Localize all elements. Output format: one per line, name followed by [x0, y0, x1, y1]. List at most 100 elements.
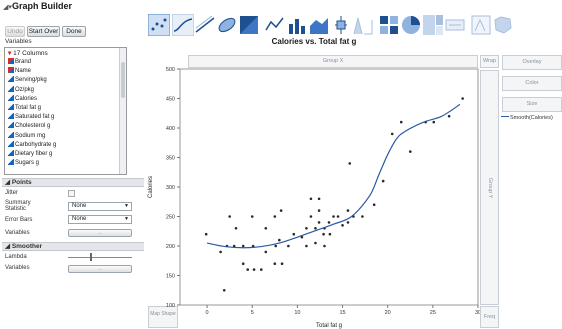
slider-handle[interactable] — [89, 253, 92, 261]
pie-icon[interactable] — [400, 14, 422, 36]
data-point — [348, 162, 352, 165]
y-axis-label[interactable]: Calories — [148, 176, 154, 198]
data-point — [292, 232, 296, 236]
map-shape-icon[interactable] — [492, 14, 514, 36]
data-point — [241, 262, 245, 265]
plot-frame — [179, 68, 479, 306]
data-point — [246, 268, 250, 271]
jitter-label: Jitter — [5, 190, 19, 196]
column-item[interactable]: Oz/pkg — [8, 85, 35, 94]
bar-icon[interactable] — [286, 14, 308, 36]
data-point — [273, 262, 277, 265]
column-item[interactable]: Total fat g — [8, 104, 41, 112]
column-name: Brand — [15, 59, 32, 65]
size-zone[interactable]: Size — [502, 97, 562, 112]
jitter-checkbox[interactable] — [68, 190, 75, 197]
wrap-zone[interactable]: Wrap — [480, 55, 499, 68]
data-point — [341, 224, 344, 227]
data-point — [264, 250, 268, 254]
data-point — [305, 227, 308, 230]
line-icon[interactable] — [264, 14, 286, 36]
continuous-column-icon — [8, 85, 14, 92]
data-point — [317, 221, 321, 224]
group-x-zone[interactable]: Group X — [188, 55, 478, 68]
color-zone[interactable]: Color — [502, 76, 562, 91]
column-name: Oz/pkg — [15, 86, 35, 93]
undo-button[interactable]: Undo — [5, 26, 25, 37]
group-y-zone[interactable]: Group Y — [480, 70, 499, 305]
column-name: Saturated fat g — [15, 114, 55, 121]
smoother-variables-button[interactable]: ... — [68, 265, 132, 273]
summary-statistic-select[interactable]: None ▼ — [68, 202, 132, 211]
column-item[interactable]: Sugars g — [8, 159, 39, 167]
treemap-icon[interactable] — [422, 14, 444, 36]
area-icon[interactable] — [308, 14, 330, 36]
column-item[interactable]: Serving/pkg — [8, 76, 47, 84]
column-item[interactable]: Carbohydrate g — [8, 140, 56, 149]
heatmap-icon[interactable] — [378, 14, 400, 36]
y-tick-label: 150 — [166, 274, 175, 280]
data-point — [252, 268, 256, 271]
continuous-column-icon — [8, 76, 14, 83]
column-item[interactable]: Brand — [8, 58, 31, 66]
x-tick-label: 20 — [385, 310, 391, 316]
data-point — [332, 215, 335, 218]
chart-title: Calories vs. Total fat g — [271, 37, 357, 46]
column-item[interactable]: Dietary fiber g — [8, 150, 52, 158]
error-bars-select[interactable]: None ▼ — [68, 215, 132, 224]
ellipse-icon[interactable] — [216, 14, 238, 36]
data-point — [314, 227, 317, 230]
column-item[interactable]: Sodium mg — [8, 131, 45, 140]
data-point — [408, 150, 412, 153]
continuous-column-icon — [8, 104, 14, 110]
start-over-button[interactable]: Start Over — [27, 26, 60, 37]
map-shape-zone[interactable]: Map Shape — [148, 306, 178, 328]
freq-zone[interactable]: Freq — [480, 306, 499, 328]
continuous-column-icon — [8, 131, 14, 138]
column-item[interactable]: Name — [8, 67, 31, 75]
lambda-slider[interactable] — [68, 253, 132, 261]
data-point — [264, 227, 268, 230]
points-icon[interactable] — [148, 14, 170, 36]
window-title: Graph Builder — [12, 1, 73, 11]
overlay-zone[interactable]: Overlay — [502, 55, 562, 70]
scrollbar-thumb[interactable] — [121, 62, 125, 98]
data-point — [390, 132, 394, 136]
column-list-scrollbar[interactable] — [119, 48, 126, 174]
box-plot-icon[interactable] — [330, 14, 352, 36]
x-tick-label: 5 — [251, 310, 254, 316]
data-point — [381, 179, 385, 183]
column-item[interactable]: Calories — [8, 94, 37, 103]
data-point — [204, 232, 208, 236]
x-axis-label[interactable]: Total fat g — [316, 323, 342, 329]
scatter-plot[interactable]: 100 150 200 250 300 350 400 450 500 0 5 10 15 20 25 30 T… — [144, 65, 480, 329]
nominal-column-icon — [8, 58, 14, 64]
smoother-section-header[interactable]: ◢ Smoother — [2, 242, 144, 251]
column-list[interactable]: ▾ 17 Columns Brand Name Serving/pkg Oz/pkg C… — [4, 47, 127, 175]
column-item[interactable]: Saturated fat g — [8, 113, 54, 121]
contour-icon[interactable] — [238, 14, 260, 36]
data-point — [432, 120, 436, 124]
points-section-header[interactable]: ◢ Points — [2, 178, 144, 187]
data-point — [328, 232, 332, 236]
column-count[interactable]: ▾ 17 Columns — [8, 50, 48, 57]
data-point — [279, 209, 283, 212]
caption-box-icon[interactable] — [444, 14, 466, 36]
column-item[interactable]: Cholesterol g — [8, 122, 50, 130]
line-of-fit-icon[interactable] — [194, 14, 216, 36]
disclosure-triangle-icon[interactable]: ◢▾ — [3, 4, 12, 11]
y-tick-label: 300 — [166, 185, 175, 191]
data-point — [241, 244, 245, 248]
data-point — [317, 209, 321, 212]
histogram-icon[interactable] — [352, 14, 374, 36]
done-button[interactable]: Done — [62, 26, 86, 37]
data-point — [280, 262, 284, 265]
data-point — [346, 221, 350, 224]
y-tick-label: 250 — [166, 215, 175, 221]
data-point — [314, 241, 317, 245]
points-variables-button[interactable]: ... — [68, 229, 132, 237]
data-point — [250, 215, 254, 218]
formula-icon[interactable] — [470, 14, 492, 36]
smoother-icon[interactable] — [172, 14, 194, 36]
legend-item-smoother: Smooth(Calories) — [501, 115, 553, 121]
